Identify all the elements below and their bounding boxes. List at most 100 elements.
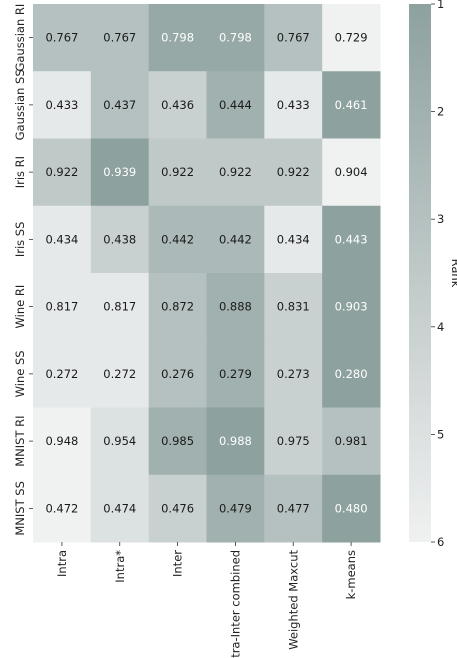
cell-value-label: 0.280 [335,367,368,381]
heatmap-cell [148,71,207,139]
cell-value-label: 0.922 [45,165,78,179]
cell-value-label: 0.817 [103,300,136,314]
heatmap-cell [322,474,381,543]
colorbar-tick-label: 4 [437,320,444,334]
heatmap-cell [206,273,265,341]
heatmap-cell [206,407,265,476]
cell-value-label: 0.434 [277,232,310,246]
heatmap-cell [90,273,150,341]
cell-value-label: 0.437 [103,98,136,112]
colorbar-gradient [409,4,431,542]
heatmap-cell [264,340,323,408]
heatmap-cell [148,407,207,476]
heatmap-cell [264,205,323,274]
heatmap-cell [322,340,381,408]
cell-value-label: 0.436 [161,98,194,112]
cell-value-label: 0.888 [219,300,252,314]
cell-value-label: 0.472 [45,501,78,515]
colorbar-tick-label: 1 [437,0,444,11]
heatmap-cell [90,407,150,476]
cell-value-label: 0.477 [277,501,310,515]
cell-value-label: 0.461 [335,98,368,112]
heatmap-cell [33,340,92,408]
y-tick-label: MNIST SS [13,481,27,536]
cell-value-label: 0.438 [103,232,136,246]
cell-value-label: 0.948 [45,434,78,448]
heatmap-cell [148,138,207,207]
cell-value-label: 0.276 [161,367,194,381]
y-tick-label: Gaussian RI [13,4,27,72]
x-tick-label: Intra [55,550,69,577]
cell-value-label: 0.433 [277,98,310,112]
heatmap-cell [322,273,381,341]
heatmap-cell [322,71,381,139]
cell-value-label: 0.433 [45,98,78,112]
heatmap-cell [206,205,265,274]
cell-value-label: 0.480 [335,501,368,515]
heatmap-cell [264,4,323,72]
colorbar-label: Rank [449,259,457,288]
heatmap-cell [264,138,323,207]
heatmap-cell [33,205,92,274]
heatmap-cell [148,4,207,72]
colorbar-tick-label: 6 [437,535,444,549]
y-tick-label: Wine SS [13,350,27,397]
cell-value-label: 0.798 [161,31,194,45]
heatmap-cell [33,138,92,207]
heatmap-cell [90,71,150,139]
x-tick-label: k-means [344,550,358,599]
heatmap-cell [206,474,265,543]
x-tick-labels: Intra Intra* Inter Intra-Inter combined Weig… [55,542,358,658]
y-tick-label: Wine RI [13,285,27,329]
cell-value-label: 0.476 [161,501,194,515]
cell-value-label: 0.272 [45,367,78,381]
y-tick-label: MNIST RI [13,415,27,466]
cell-value-label: 0.981 [335,434,368,448]
heatmap-cell [33,474,92,543]
cell-value-label: 0.767 [277,31,310,45]
x-tick-label: Intra-Inter combined [228,550,242,658]
cell-value-label: 0.729 [335,31,368,45]
heatmap-cells: 0.767 0.767 0.798 0.798 0.767 0.729 0.433 0.437… [33,4,381,543]
heatmap-cell [322,4,381,72]
y-tick-label: Iris RI [13,156,27,188]
cell-value-label: 0.272 [103,367,136,381]
cell-value-label: 0.872 [161,300,194,314]
cell-value-label: 0.767 [45,31,78,45]
heatmap-cell [264,71,323,139]
heatmap-cell [206,340,265,408]
heatmap-cell [206,71,265,139]
colorbar-tick-label: 5 [437,427,444,441]
cell-value-label: 0.922 [277,165,310,179]
cell-value-label: 0.474 [103,501,136,515]
heatmap-cell [33,71,92,139]
cell-value-label: 0.273 [277,367,310,381]
heatmap-cell [264,407,323,476]
cell-value-label: 0.985 [161,434,194,448]
cell-value-label: 0.922 [161,165,194,179]
heatmap-cell [33,407,92,476]
cell-value-label: 0.975 [277,434,310,448]
colorbar: 1 2 3 4 5 6 Rank [409,0,457,549]
heatmap-cell [33,4,92,72]
heatmap-cell [148,205,207,274]
x-tick-label: Inter [171,550,185,577]
colorbar-ticks: 1 2 3 4 5 6 [431,0,444,549]
cell-value-label: 0.939 [103,165,136,179]
heatmap-cell [322,138,381,207]
heatmap-cell [90,340,150,408]
colorbar-tick-label: 3 [437,212,444,226]
heatmap-cell [33,273,92,341]
heatmap-cell [264,474,323,543]
heatmap-cell [90,138,150,207]
heatmap-cell [322,205,381,274]
heatmap-cell [148,273,207,341]
x-tick-label: Weighted Maxcut [286,550,300,650]
heatmap-cell [148,474,207,543]
y-tick-label: Iris SS [13,222,27,258]
cell-value-label: 0.442 [219,232,252,246]
heatmap-cell [90,205,150,274]
colorbar-tick-label: 2 [437,105,444,119]
